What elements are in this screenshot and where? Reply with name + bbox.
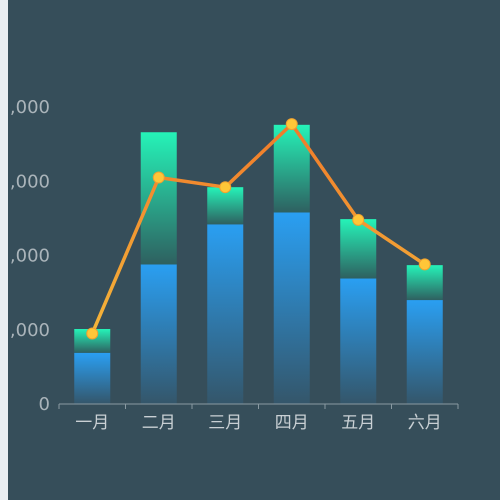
y-tick-label: 0 [39,394,50,415]
bar-top [406,265,443,301]
y-tick-label: ,000 [10,171,50,192]
y-tick-label: ,000 [10,246,50,267]
bar-bottom [406,300,443,404]
bars [74,124,443,404]
bar-bottom [140,264,177,404]
y-tick-label: ,000 [10,97,50,118]
line-point [86,327,99,340]
x-tick-label: 五月 [341,413,375,433]
bar-top [207,187,244,225]
chart: 0 ,000 ,000 ,000 ,000 一月 二月 三月 四月 五月 六月 [10,97,459,433]
line-point [418,258,431,271]
bar-bottom [74,352,111,404]
line-point [152,171,165,184]
line-series [86,118,431,340]
x-tick-label: 一月 [75,413,109,433]
line-point [352,213,365,226]
x-axis-ticks: 一月 二月 三月 四月 五月 六月 [58,404,459,433]
chart-panel: 0 ,000 ,000 ,000 ,000 一月 二月 三月 四月 五月 六月 [8,0,500,500]
x-tick-label: 六月 [408,413,442,433]
line-point [219,181,232,194]
y-axis-ticks: 0 ,000 ,000 ,000 ,000 [10,97,50,415]
x-tick-label: 三月 [208,413,242,433]
x-tick-label: 四月 [275,413,309,433]
y-tick-label: ,000 [10,320,50,341]
x-tick-label: 二月 [142,413,176,433]
bar-top [140,132,177,265]
bar-bottom [273,212,310,404]
bar-bottom [207,224,244,404]
bar-top [74,329,111,353]
bar-bottom [340,278,377,404]
line-path [90,122,427,336]
line-point [285,118,298,131]
